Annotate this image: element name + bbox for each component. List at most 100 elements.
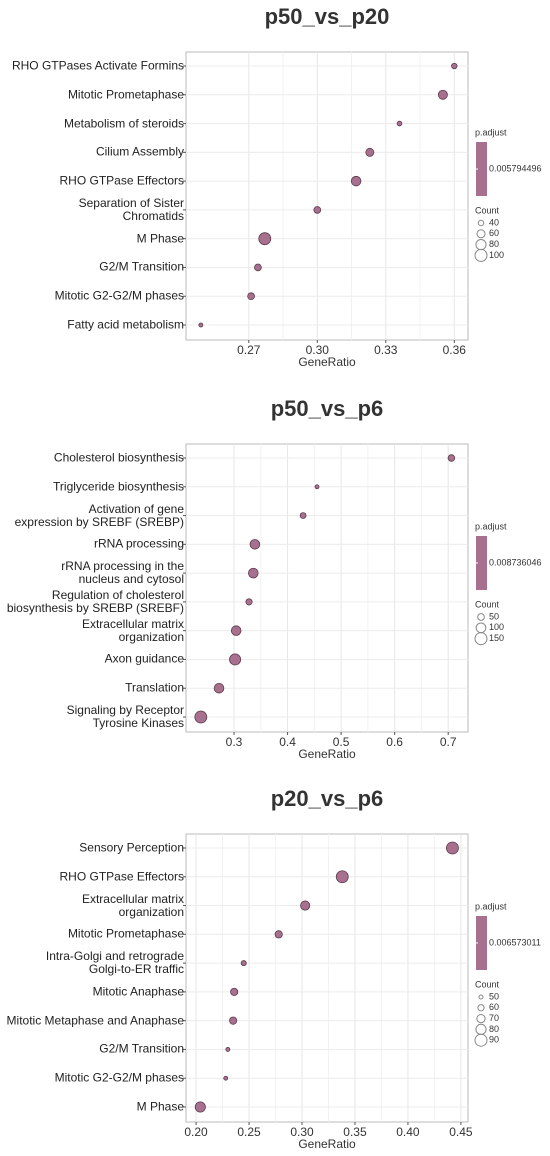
category-label: Triglyceride biosynthesis	[53, 479, 184, 494]
x-tick-label: 0.45	[449, 1125, 473, 1139]
chart-title: p50_vs_p20	[265, 4, 390, 29]
category-label: Cilium Assembly	[95, 144, 184, 159]
category-label: Signaling by Receptor Tyrosine Kinases	[66, 703, 184, 730]
category-label: Mitotic G2-G2/M phases	[54, 1070, 184, 1085]
size-key	[474, 1033, 488, 1047]
legend-title: Count	[475, 599, 500, 609]
size-key	[477, 1004, 485, 1012]
category-label: RHO GTPase Effectors	[59, 173, 184, 188]
dot	[396, 120, 403, 127]
colorbar-label: 0.005794496	[489, 163, 542, 173]
size-key-label: 80	[489, 1024, 499, 1034]
category-label: Translation	[125, 680, 184, 695]
legend-title: Count	[475, 205, 500, 215]
x-tick-label: 0.20	[184, 1125, 208, 1139]
dot	[451, 62, 458, 70]
dot	[230, 625, 242, 636]
category-label: RHO GTPases Activate Formins	[11, 58, 184, 73]
category-label: Mitotic Prometaphase	[67, 926, 184, 941]
dot	[350, 175, 362, 187]
colorbar-label: 0.008736046	[489, 557, 542, 567]
category-label: M Phase	[136, 1099, 184, 1114]
dot	[249, 539, 261, 550]
category-label: Sensory Perception	[79, 840, 184, 855]
dot	[247, 292, 255, 301]
size-key	[476, 229, 486, 239]
category-label: G2/M Transition	[99, 259, 184, 274]
size-key-label: 90	[489, 1035, 499, 1045]
size-key	[474, 248, 488, 262]
size-key	[474, 632, 488, 646]
dot	[365, 147, 375, 157]
x-axis-label: GeneRatio	[298, 355, 356, 369]
x-tick-label: 0.36	[443, 343, 467, 357]
colorbar	[476, 536, 487, 590]
x-tick-label: 0.35	[343, 1125, 367, 1139]
size-key	[477, 613, 485, 621]
legend-title: p.adjust	[475, 901, 507, 911]
dot	[300, 900, 311, 911]
x-tick-label: 0.4	[279, 735, 296, 749]
dot	[335, 870, 349, 884]
dot	[314, 484, 320, 490]
size-key	[475, 239, 487, 251]
category-label: Metabolism of steroids	[63, 116, 184, 131]
dot	[254, 263, 262, 272]
category-label: Separation of Sister Chromatids	[78, 195, 184, 223]
category-label: Extracellular matrix organization	[81, 891, 184, 919]
category-label: Fatty acid metabolism	[67, 317, 184, 332]
category-label: Cholesterol biosynthesis	[53, 450, 184, 465]
dot	[229, 653, 242, 666]
colorbar	[476, 916, 487, 970]
category-label: Mitotic Anaphase	[92, 984, 184, 999]
size-key-label: 150	[489, 633, 504, 643]
size-key-label: 70	[489, 1013, 499, 1023]
category-label: rRNA processing	[93, 536, 184, 551]
legend-title: Count	[475, 979, 500, 989]
size-key-label: 80	[489, 239, 499, 249]
category-label: Extracellular matrix organization	[81, 616, 184, 644]
x-tick-label: 0.40	[396, 1125, 420, 1139]
size-key-label: 100	[489, 622, 504, 632]
dot	[223, 1075, 229, 1081]
size-key-label: 100	[489, 250, 504, 260]
category-label: Mitotic Metaphase and Anaphase	[6, 1013, 184, 1028]
dot	[447, 454, 456, 462]
dot	[240, 960, 247, 967]
dot	[213, 682, 225, 694]
dot	[313, 206, 322, 214]
size-key-label: 60	[489, 1002, 499, 1012]
dot	[248, 567, 259, 579]
category-label: Activation of gene expression by SREBF (…	[14, 501, 184, 529]
x-tick-label: 0.27	[237, 343, 261, 357]
category-label: Mitotic Prometaphase	[67, 87, 184, 102]
plot-area	[185, 51, 469, 341]
x-axis-label: GeneRatio	[298, 747, 356, 761]
size-key	[475, 1023, 487, 1036]
dot	[274, 930, 283, 939]
size-key	[477, 219, 485, 227]
category-label: G2/M Transition	[99, 1041, 184, 1056]
category-label: RHO GTPase Effectors	[59, 869, 184, 884]
x-tick-label: 0.30	[306, 343, 330, 357]
x-tick-label: 0.7	[440, 735, 457, 749]
x-tick-label: 0.33	[374, 343, 398, 357]
x-tick-label: 0.30	[290, 1125, 314, 1139]
category-label: Intra-Golgi and retrograde Golgi-to-ER t…	[45, 949, 184, 977]
dot	[225, 1047, 231, 1052]
dot	[258, 232, 272, 246]
size-key	[478, 994, 484, 1000]
x-tick-label: 0.3	[226, 735, 243, 749]
size-key-label: 40	[489, 217, 499, 227]
colorbar	[476, 142, 487, 196]
category-label: rRNA processing in the nucleus and cytos…	[61, 559, 184, 587]
x-axis-label: GeneRatio	[298, 1137, 356, 1151]
dot	[194, 1101, 206, 1113]
category-label: M Phase	[136, 231, 184, 246]
plot-area	[185, 833, 469, 1123]
chart-title: p50_vs_p6	[271, 396, 384, 421]
dot	[198, 322, 204, 328]
category-label: Regulation of cholesterol biosynthesis b…	[6, 587, 184, 615]
